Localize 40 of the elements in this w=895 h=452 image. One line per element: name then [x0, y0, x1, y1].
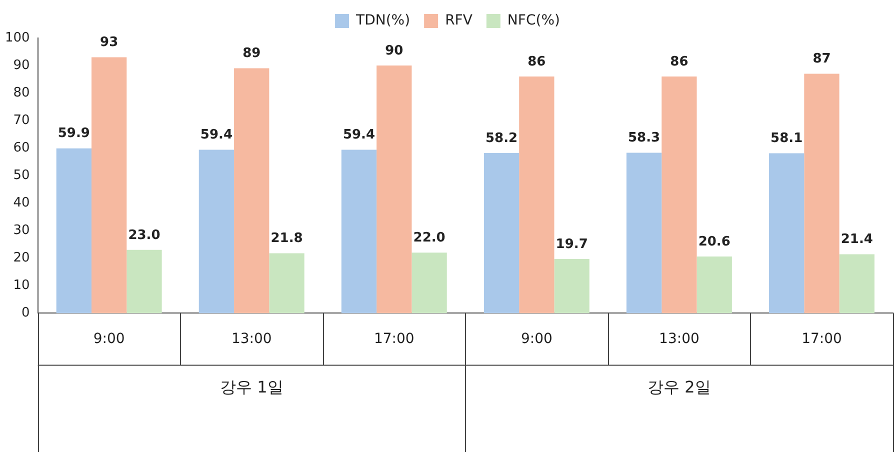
- data-label: 59.4: [200, 128, 232, 143]
- x-tick-label: 9:00: [520, 331, 552, 348]
- data-label: 89: [242, 46, 261, 62]
- data-label: 87: [812, 52, 831, 67]
- y-tick-label: 10: [13, 278, 30, 294]
- x-tick-label: 17:00: [802, 331, 842, 348]
- y-tick-label: 90: [13, 58, 30, 73]
- y-tick-label: 0: [22, 306, 30, 321]
- y-tick-label: 40: [13, 195, 30, 210]
- data-label: 59.9: [58, 126, 90, 142]
- x-tick-label: 9:00: [93, 331, 125, 348]
- x-tick-label: 13:00: [231, 331, 272, 348]
- text: 강우 2일: [648, 377, 711, 396]
- legend-label: RFV: [445, 12, 473, 29]
- y-tick-label: 30: [13, 223, 30, 238]
- legend-label: TDN(%): [355, 12, 410, 29]
- y-tick-label: 60: [13, 140, 30, 156]
- data-label: 21.8: [270, 231, 303, 246]
- data-label: 93: [100, 35, 118, 50]
- data-label: 23.0: [128, 228, 160, 243]
- data-label: 20.6: [698, 234, 730, 250]
- data-label: 59.4: [342, 128, 376, 143]
- data-label: 58.1: [770, 131, 803, 146]
- x-tick-label: 17:00: [374, 331, 414, 348]
- data-label: 21.4: [840, 232, 873, 248]
- y-tick-label: 100: [4, 30, 30, 46]
- y-tick-label: 50: [13, 168, 30, 183]
- data-label: 90: [385, 43, 404, 58]
- y-tick-label: 20: [13, 250, 30, 266]
- text: 강우 1일: [220, 377, 284, 396]
- data-label: 58.3: [628, 130, 660, 146]
- y-tick-label: 80: [13, 85, 30, 100]
- data-label: 86: [528, 54, 546, 70]
- legend-label: NFC(%): [507, 12, 560, 29]
- data-label: 19.7: [556, 236, 588, 252]
- x-tick-label: 13:00: [659, 331, 700, 348]
- y-tick-label: 70: [13, 112, 30, 128]
- data-label: 58.2: [485, 130, 518, 146]
- data-label: 86: [670, 54, 688, 70]
- data-label: 22.0: [413, 230, 446, 246]
